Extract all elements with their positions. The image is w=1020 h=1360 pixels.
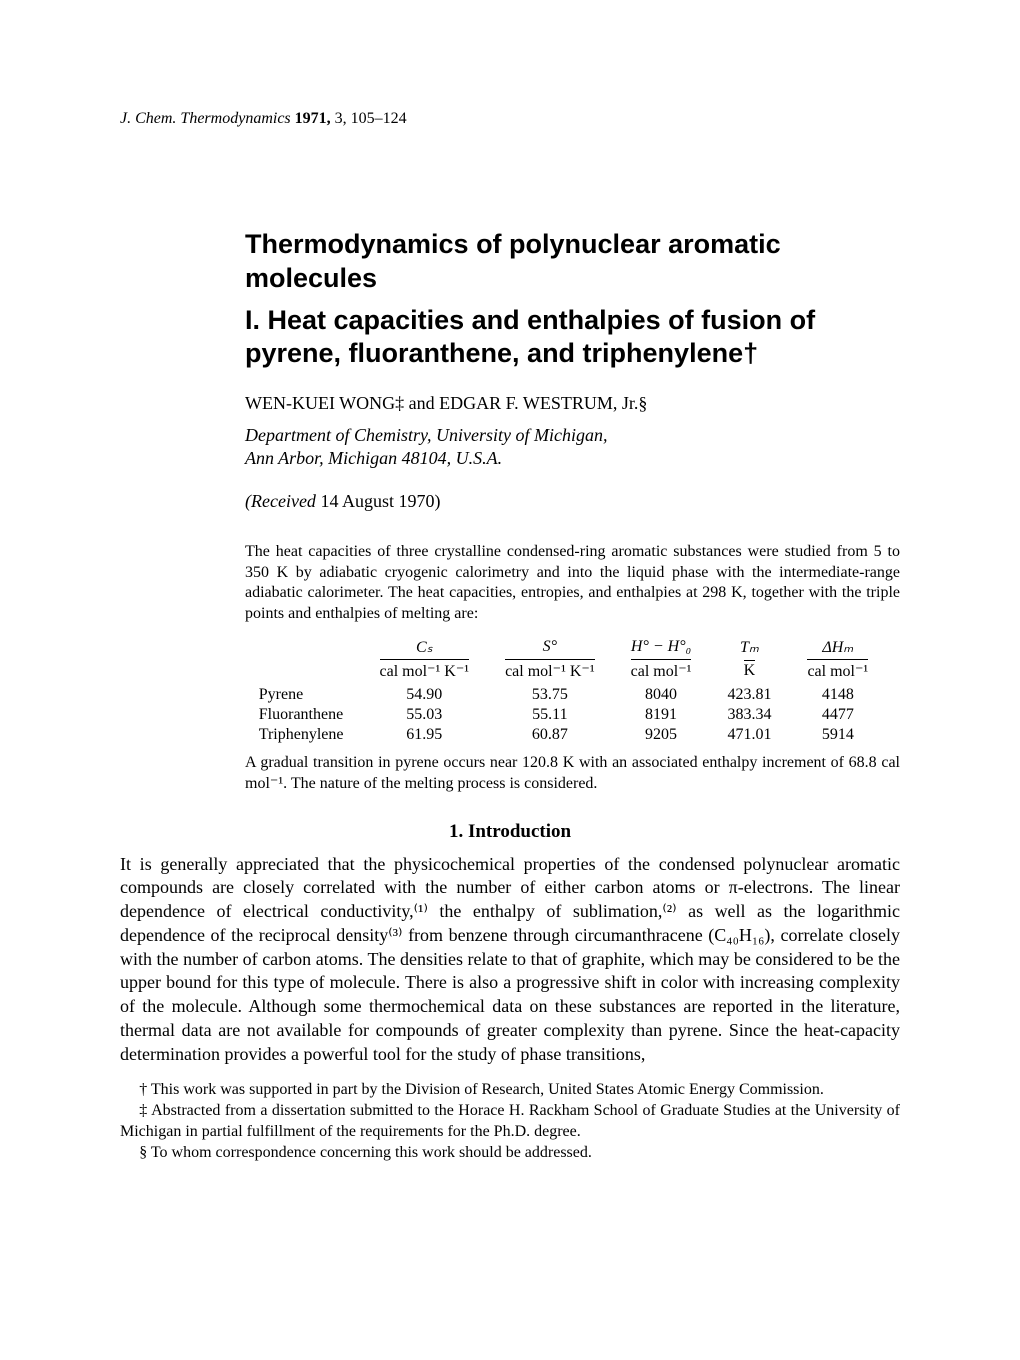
unit-c4: K: [744, 660, 756, 680]
article-title: Thermodynamics of polynuclear aromatic m…: [245, 228, 900, 296]
received-date: (Received 14 August 1970): [245, 491, 900, 512]
received-value: 14 August 1970): [320, 491, 440, 511]
cell: 4477: [789, 705, 886, 725]
footnotes: † This work was supported in part by the…: [120, 1080, 900, 1163]
affiliation-line-1: Department of Chemistry, University of M…: [245, 425, 607, 445]
abstract-intro: The heat capacities of three crystalline…: [245, 542, 900, 625]
journal-reference: J. Chem. Thermodynamics 1971, 3, 105–124: [120, 110, 900, 128]
table-row: Pyrene 54.90 53.75 8040 423.81 4148: [259, 685, 886, 705]
cell: 60.87: [487, 725, 613, 745]
cell: 383.34: [709, 705, 789, 725]
affiliation: Department of Chemistry, University of M…: [245, 424, 900, 471]
cell: 8040: [613, 685, 710, 705]
cell: 5914: [789, 725, 886, 745]
journal-volume: 3,: [335, 110, 347, 127]
cell: 54.90: [362, 685, 488, 705]
data-table: Cₛ S° H° − H°₀ Tₘ ΔHₘ cal mol⁻¹ K⁻¹ cal …: [259, 635, 886, 745]
cell: 9205: [613, 725, 710, 745]
footnote-2: ‡ Abstracted from a dissertation submitt…: [120, 1101, 900, 1143]
col-header-cs: Cₛ: [416, 639, 433, 656]
table-row: Triphenylene 61.95 60.87 9205 471.01 591…: [259, 725, 886, 745]
table-row: Fluoranthene 55.03 55.11 8191 383.34 447…: [259, 705, 886, 725]
cell: 55.11: [487, 705, 613, 725]
content-block: Thermodynamics of polynuclear aromatic m…: [245, 228, 900, 795]
footnote-3: § To whom correspondence concerning this…: [120, 1143, 900, 1164]
page: J. Chem. Thermodynamics 1971, 3, 105–124…: [0, 0, 1020, 1244]
col-header-s: S°: [543, 638, 557, 655]
journal-year: 1971,: [295, 110, 331, 127]
cell: 471.01: [709, 725, 789, 745]
authors: WEN-KUEI WONG‡ and EDGAR F. WESTRUM, Jr.…: [245, 393, 900, 414]
affiliation-line-2: Ann Arbor, Michigan 48104, U.S.A.: [245, 448, 502, 468]
row-name: Fluoranthene: [259, 705, 362, 725]
table-header-row: Cₛ S° H° − H°₀ Tₘ ΔHₘ: [259, 635, 886, 659]
col-header-tm: Tₘ: [740, 639, 759, 656]
unit-c5: cal mol⁻¹: [807, 659, 868, 681]
cell: 423.81: [709, 685, 789, 705]
cell: 55.03: [362, 705, 488, 725]
cell: 4148: [789, 685, 886, 705]
cell: 8191: [613, 705, 710, 725]
abstract-tail: A gradual transition in pyrene occurs ne…: [245, 753, 900, 795]
row-name: Triphenylene: [259, 725, 362, 745]
cell: 53.75: [487, 685, 613, 705]
footnote-1: † This work was supported in part by the…: [120, 1080, 900, 1101]
received-label: (Received: [245, 491, 320, 511]
unit-c1: cal mol⁻¹ K⁻¹: [380, 659, 470, 681]
unit-c3: cal mol⁻¹: [631, 659, 692, 681]
journal-name: J. Chem. Thermodynamics: [120, 110, 291, 127]
section-heading: 1. Introduction: [120, 821, 900, 843]
col-header-dh: ΔHₘ: [822, 639, 853, 656]
unit-c2: cal mol⁻¹ K⁻¹: [505, 659, 595, 681]
cell: 61.95: [362, 725, 488, 745]
table-unit-row: cal mol⁻¹ K⁻¹ cal mol⁻¹ K⁻¹ cal mol⁻¹ K …: [259, 659, 886, 685]
body-paragraph: It is generally appreciated that the phy…: [120, 853, 900, 1067]
row-name: Pyrene: [259, 685, 362, 705]
journal-pages: 105–124: [351, 110, 407, 127]
article-subtitle: I. Heat capacities and enthalpies of fus…: [245, 304, 900, 372]
col-header-h: H° − H°₀: [631, 638, 691, 655]
